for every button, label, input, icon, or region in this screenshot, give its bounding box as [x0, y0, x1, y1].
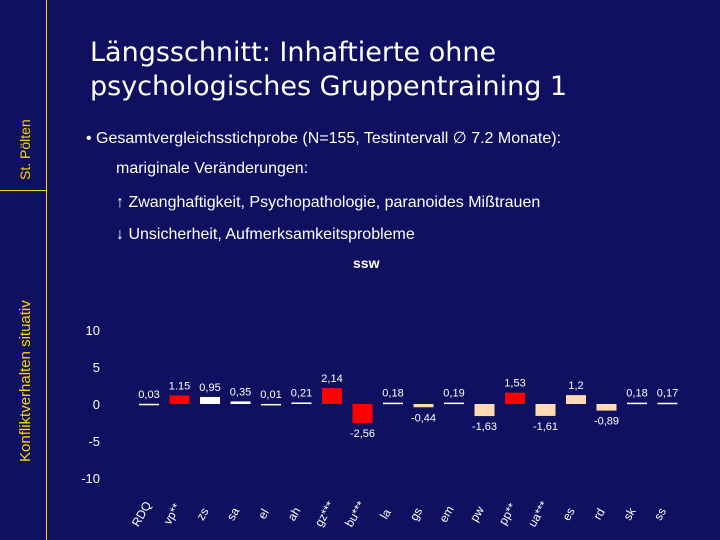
bar-pp	[505, 392, 525, 404]
y-tick-label: 10	[86, 323, 100, 338]
bullet-line: • Gesamtvergleichsstichprobe (N=155, Tes…	[86, 130, 562, 147]
y-tick-label: 5	[93, 360, 100, 375]
category-label: ah	[285, 505, 304, 524]
bar-gz	[322, 388, 342, 404]
bar-ah	[291, 402, 312, 404]
category-label: rd	[590, 506, 607, 522]
sub-line-decrease: ↓ Unsicherheit, Aufmerksamkeitsprobleme	[116, 226, 415, 243]
slide-title: Längsschnitt: Inhaftierte ohne psycholog…	[90, 37, 568, 102]
sidebar-divider-vertical	[46, 0, 47, 540]
bar-ua	[535, 404, 556, 416]
bar-la	[383, 402, 403, 405]
bar-rd	[596, 404, 617, 411]
bar-vp	[169, 395, 190, 404]
data-label: 0,18	[626, 388, 647, 400]
bar-sa	[230, 401, 251, 404]
category-label: gz***	[312, 499, 338, 529]
bar-RDQ	[139, 403, 159, 406]
category-label: sk	[620, 504, 639, 522]
data-label: 2,14	[321, 373, 342, 385]
category-label: pw	[467, 504, 487, 525]
sub-line-changes: mariginale Veränderungen:	[116, 160, 309, 177]
data-label: 0,01	[260, 389, 281, 401]
bar-el	[261, 403, 281, 406]
y-tick-label: -10	[81, 471, 100, 486]
category-label: ua***	[525, 498, 551, 529]
data-label: -2,56	[350, 428, 375, 440]
sub-line-increase: ↑ Zwanghaftigkeit, Psychopathologie, par…	[116, 194, 541, 211]
data-label: 1.15	[169, 380, 190, 392]
category-label: zs	[193, 505, 211, 522]
category-label: gs	[407, 505, 425, 523]
y-tick-label: 0	[93, 397, 100, 412]
y-tick-label: -5	[88, 434, 100, 449]
bar-pw	[474, 404, 495, 417]
bar-es	[566, 395, 586, 404]
sidebar-top-label: St. Pölten	[17, 119, 33, 180]
data-label: -1,63	[472, 421, 497, 433]
bar-em	[444, 402, 464, 405]
data-label: 0,19	[443, 388, 464, 400]
bar-ss	[657, 402, 678, 405]
bar-zs	[200, 396, 220, 404]
category-label: sa	[224, 505, 243, 523]
bar-sk	[627, 402, 647, 405]
category-label: la	[377, 506, 394, 521]
category-label: vp**	[160, 501, 183, 527]
chart-title: ssw	[353, 255, 380, 271]
data-label: 0,35	[230, 386, 251, 398]
data-label: 1,53	[504, 378, 525, 390]
bar-bu	[352, 404, 373, 423]
category-label: pp**	[496, 500, 520, 527]
data-label: -0,89	[594, 416, 619, 428]
category-label: em	[436, 503, 456, 524]
sidebar	[0, 0, 46, 540]
bar-chart: 10 5 0 -5 -10 0,03 RDQ 1.15 vp** 0,95 zs 0,35 sa 0,01…	[81, 323, 678, 529]
data-label: 0,03	[138, 389, 159, 401]
category-label: el	[255, 506, 272, 521]
sidebar-divider-horizontal	[0, 190, 46, 191]
data-label: -0,44	[411, 412, 436, 424]
category-label: es	[559, 505, 577, 523]
data-label: 0,95	[199, 382, 220, 394]
bar-gs	[413, 404, 434, 408]
category-label: ss	[651, 505, 669, 522]
data-label: 0,18	[382, 388, 403, 400]
data-label: 1,2	[568, 380, 583, 392]
category-label: bu***	[342, 498, 368, 529]
data-label: -1,61	[533, 421, 558, 433]
data-label: 0,21	[291, 387, 312, 399]
category-label: RDQ	[129, 499, 154, 529]
sidebar-bottom-label: Konfliktverhalten situativ	[17, 300, 34, 462]
data-label: 0,17	[657, 388, 678, 400]
